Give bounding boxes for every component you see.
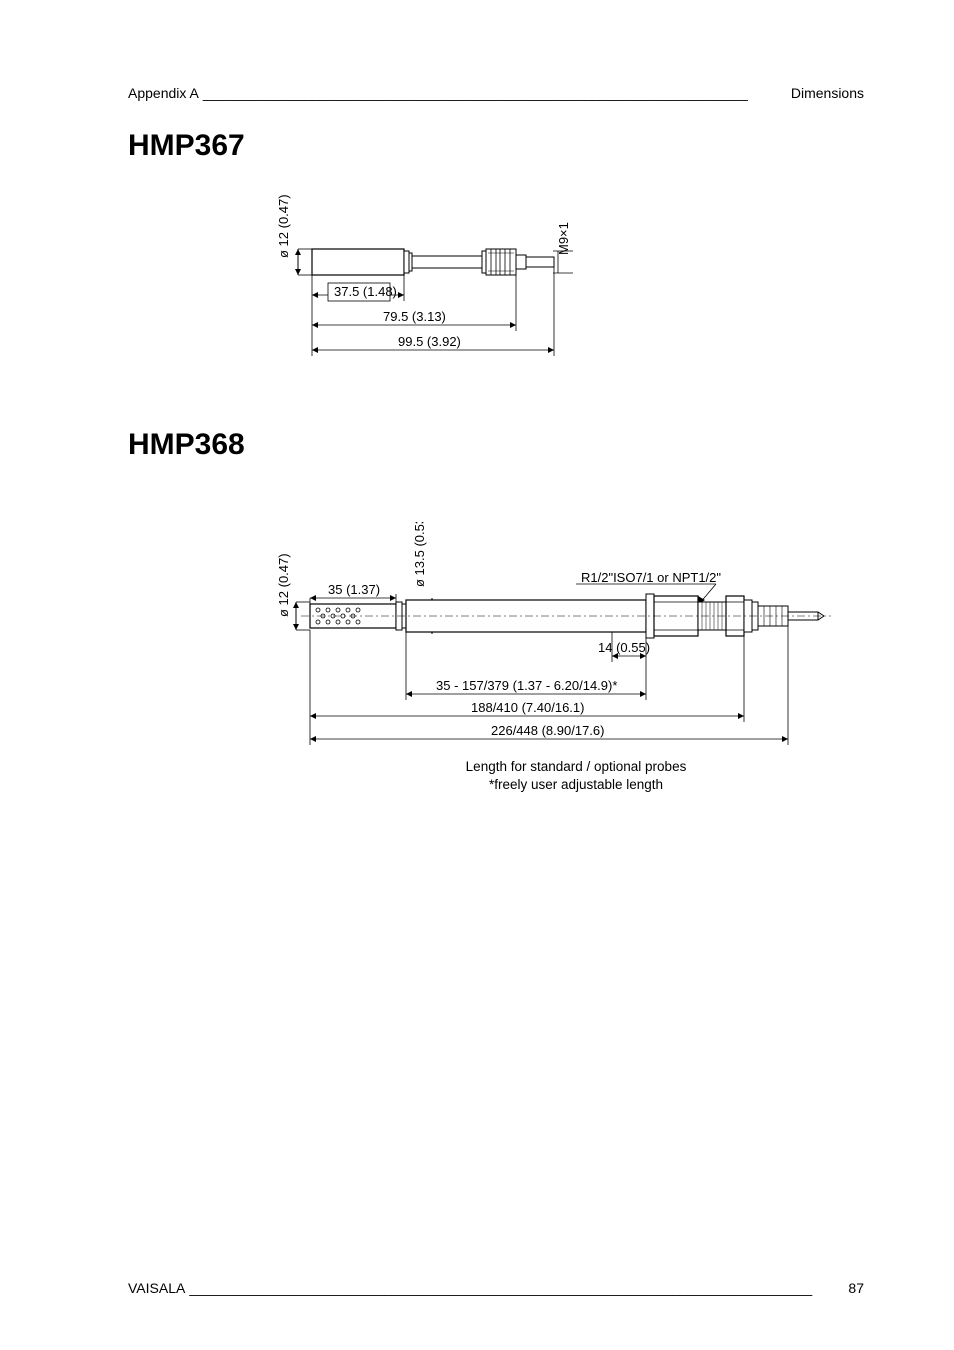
dim-diameter-13-5: ø 13.5 (0.53): [412, 522, 427, 587]
header-right: Dimensions: [791, 85, 864, 101]
diagram-hmp368-wrap: ø 12 (0.47) ø 13.5 (0.53) 35 (1.37): [276, 522, 836, 794]
dim-35-157: 35 - 157/379 (1.37 - 6.20/14.9)*: [436, 678, 617, 693]
diagram-notes: Length for standard / optional probes *f…: [396, 758, 756, 794]
footer-right: 87: [848, 1280, 864, 1296]
footer-left: VAISALA: [128, 1280, 185, 1296]
dim-79-5: 79.5 (3.13): [383, 309, 446, 324]
header-rule: ________________________________________…: [199, 85, 791, 101]
page-header: Appendix A _____________________________…: [128, 85, 864, 101]
dim-14: 14 (0.55): [598, 640, 650, 655]
page: Appendix A _____________________________…: [0, 0, 954, 1350]
section-title-hmp368: HMP368: [128, 428, 864, 462]
dim-188-410: 188/410 (7.40/16.1): [471, 700, 584, 715]
dim-diameter-12: ø 12 (0.47): [278, 194, 291, 258]
dim-diameter-12-b: ø 12 (0.47): [276, 553, 291, 617]
dim-thread-m9x1: M9×1: [556, 222, 571, 255]
dim-99-5: 99.5 (3.92): [398, 334, 461, 349]
footer-rule: ________________________________________…: [185, 1280, 848, 1296]
dim-37-5: 37.5 (1.48): [334, 284, 397, 299]
note-line-1: Length for standard / optional probes: [396, 758, 756, 776]
section-title-hmp367: HMP367: [128, 129, 864, 163]
dim-thread-r12: R1/2"ISO7/1 or NPT1/2": [581, 570, 721, 585]
dim-226-448: 226/448 (8.90/17.6): [491, 723, 604, 738]
diagram-hmp367: ø 12 (0.47): [278, 193, 588, 368]
header-left: Appendix A: [128, 85, 199, 101]
dim-35: 35 (1.37): [328, 582, 380, 597]
diagram-hmp368: ø 12 (0.47) ø 13.5 (0.53) 35 (1.37): [276, 522, 836, 752]
page-footer: VAISALA ________________________________…: [128, 1280, 864, 1296]
note-line-2: *freely user adjustable length: [396, 776, 756, 794]
